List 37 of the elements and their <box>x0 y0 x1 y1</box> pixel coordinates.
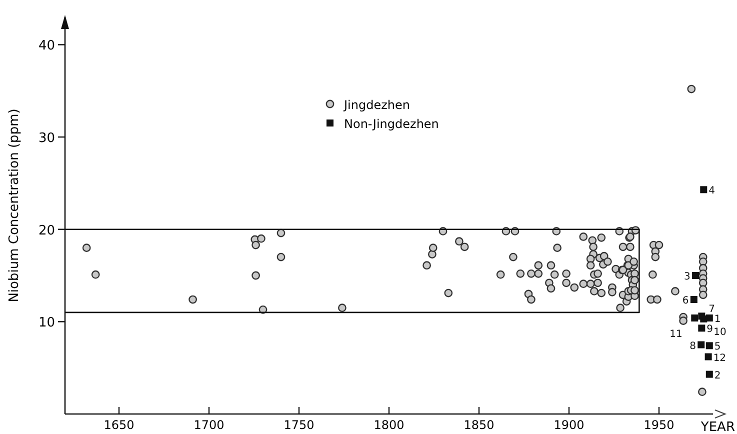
legend-label: Non-Jingdezhen <box>344 117 439 131</box>
point <box>700 186 708 194</box>
annotation: 8 <box>690 340 696 352</box>
x-tick-label: 1650 <box>104 418 134 432</box>
point <box>698 312 706 320</box>
point <box>706 342 713 350</box>
x-tick-label: 1750 <box>284 418 314 432</box>
y-tick-label: 10 <box>38 316 55 331</box>
y-tick-label: 20 <box>38 223 55 238</box>
x-tick-label: 1850 <box>464 418 494 432</box>
annotation: 3 <box>684 272 690 283</box>
point <box>690 296 698 304</box>
x-tick-label: 1900 <box>554 418 584 432</box>
annotation: 1 <box>714 314 721 325</box>
point <box>706 370 713 378</box>
point <box>698 324 706 332</box>
x-axis-title: YEAR <box>700 420 735 434</box>
annotation: 5 <box>714 342 721 353</box>
y-tick-label: 40 <box>38 38 55 54</box>
annotation: 7 <box>708 304 716 315</box>
x-tick-label: 1700 <box>194 418 224 432</box>
y-axis-title: Niobium Concentration (ppm) <box>7 108 22 302</box>
annotation: 9 <box>706 324 714 336</box>
annotation: 11 <box>670 328 682 340</box>
annotation: 10 <box>714 327 726 338</box>
annotation: 4 <box>708 186 716 197</box>
y-tick-label: 30 <box>38 131 55 146</box>
point <box>698 341 705 348</box>
point <box>691 314 698 322</box>
point <box>704 353 712 360</box>
annotation: 6 <box>682 296 689 307</box>
annotation: 2 <box>714 370 721 382</box>
x-tick-label: 1950 <box>644 418 674 432</box>
annotation: 12 <box>713 352 726 364</box>
x-tick-label: 1800 <box>374 418 404 432</box>
legend-label: Jingdezhen <box>343 98 410 112</box>
point <box>692 272 700 280</box>
